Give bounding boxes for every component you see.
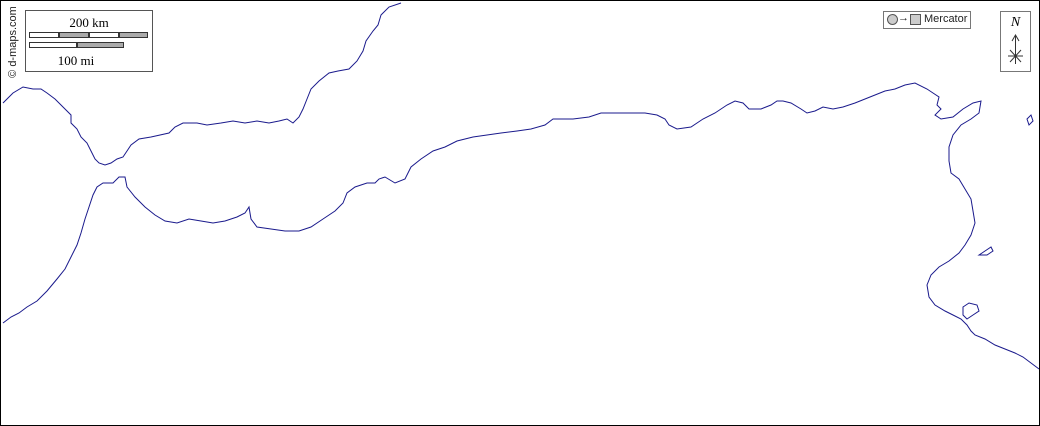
credit-text: © d-maps.com (7, 2, 19, 82)
north-arrow-icon (1001, 12, 1030, 71)
arrow-right-icon: → (898, 12, 909, 24)
projection-label: → Mercator (883, 11, 971, 29)
circle-icon (887, 14, 898, 25)
scale-mi-segment (29, 42, 77, 48)
scale-km-segment (89, 32, 119, 38)
square-icon (910, 14, 921, 25)
islet-pantelleria (1027, 115, 1033, 125)
scale-mi-segment (77, 42, 124, 48)
projection-name: Mercator (924, 13, 967, 25)
scale-km-segment (59, 32, 89, 38)
islet-djerba (979, 247, 993, 255)
north-arrow: N (1000, 11, 1031, 72)
scale-bar: 200 km 100 mi (25, 10, 153, 72)
island-kerkennah (963, 303, 979, 319)
scale-mi-label: 100 mi (26, 53, 126, 69)
scale-km-label: 200 km (26, 15, 152, 31)
coastline-north-africa (3, 83, 1039, 369)
scale-km-segment (29, 32, 59, 38)
scale-km-segment (119, 32, 148, 38)
